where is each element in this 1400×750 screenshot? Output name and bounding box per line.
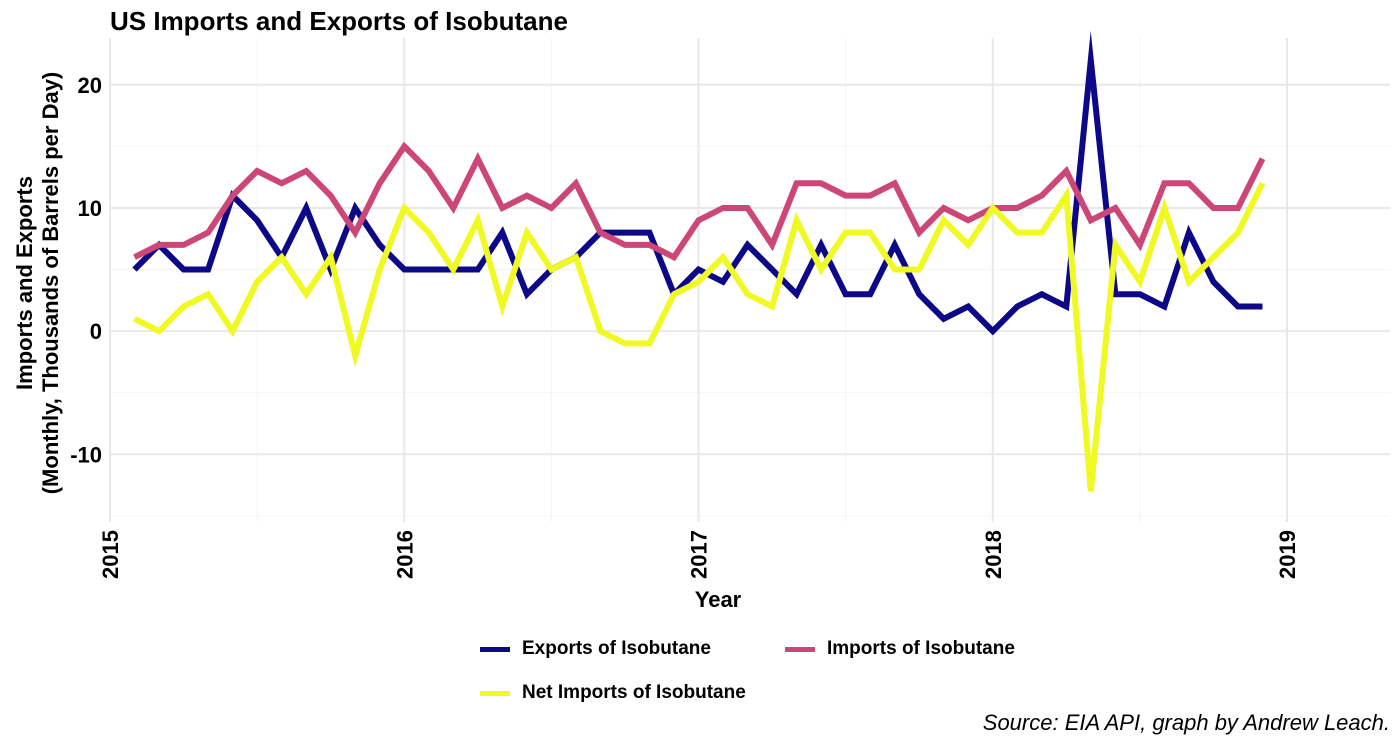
legend-swatch-imports — [785, 646, 815, 652]
legend-label-exports: Exports of Isobutane — [522, 638, 711, 659]
legend-swatch-exports — [480, 646, 510, 652]
y-tick-label: -10 — [70, 442, 102, 467]
x-tick-label: 2015 — [98, 530, 123, 579]
x-axis-label: Year — [694, 587, 742, 612]
legend-item-exports: Exports of Isobutane — [480, 638, 711, 660]
legend-label-net-imports: Net Imports of Isobutane — [522, 682, 746, 703]
series-lines — [132, 30, 1266, 492]
series-line-imports-of-isobutane — [133, 141, 1266, 262]
source-caption: Source: EIA API, graph by Andrew Leach. — [982, 710, 1390, 735]
x-tick-label: 2017 — [687, 530, 712, 579]
y-tick-label: 0 — [90, 319, 102, 344]
x-tick-labels: 2015 2016 2017 2018 2019 — [98, 530, 1300, 579]
grid-lines — [109, 38, 1390, 522]
legend-item-net-imports: Net Imports of Isobutane — [480, 682, 746, 704]
x-tick-label: 2019 — [1275, 530, 1300, 579]
y-tick-labels: -10 0 10 20 — [70, 73, 102, 467]
series-line-exports-of-isobutane — [132, 30, 1263, 336]
chart-title: US Imports and Exports of Isobutane — [110, 6, 568, 36]
legend-swatch-net-imports — [480, 690, 510, 696]
y-tick-label: 20 — [78, 73, 102, 98]
y-tick-label: 10 — [78, 196, 102, 221]
legend-label-imports: Imports of Isobutane — [827, 638, 1015, 659]
legend: Exports of Isobutane Imports of Isobutan… — [480, 632, 1080, 722]
series-line-net-imports-of-isobutane — [133, 181, 1266, 492]
x-tick-label: 2018 — [981, 530, 1006, 579]
legend-item-imports: Imports of Isobutane — [785, 638, 1015, 660]
x-tick-label: 2016 — [392, 530, 417, 579]
